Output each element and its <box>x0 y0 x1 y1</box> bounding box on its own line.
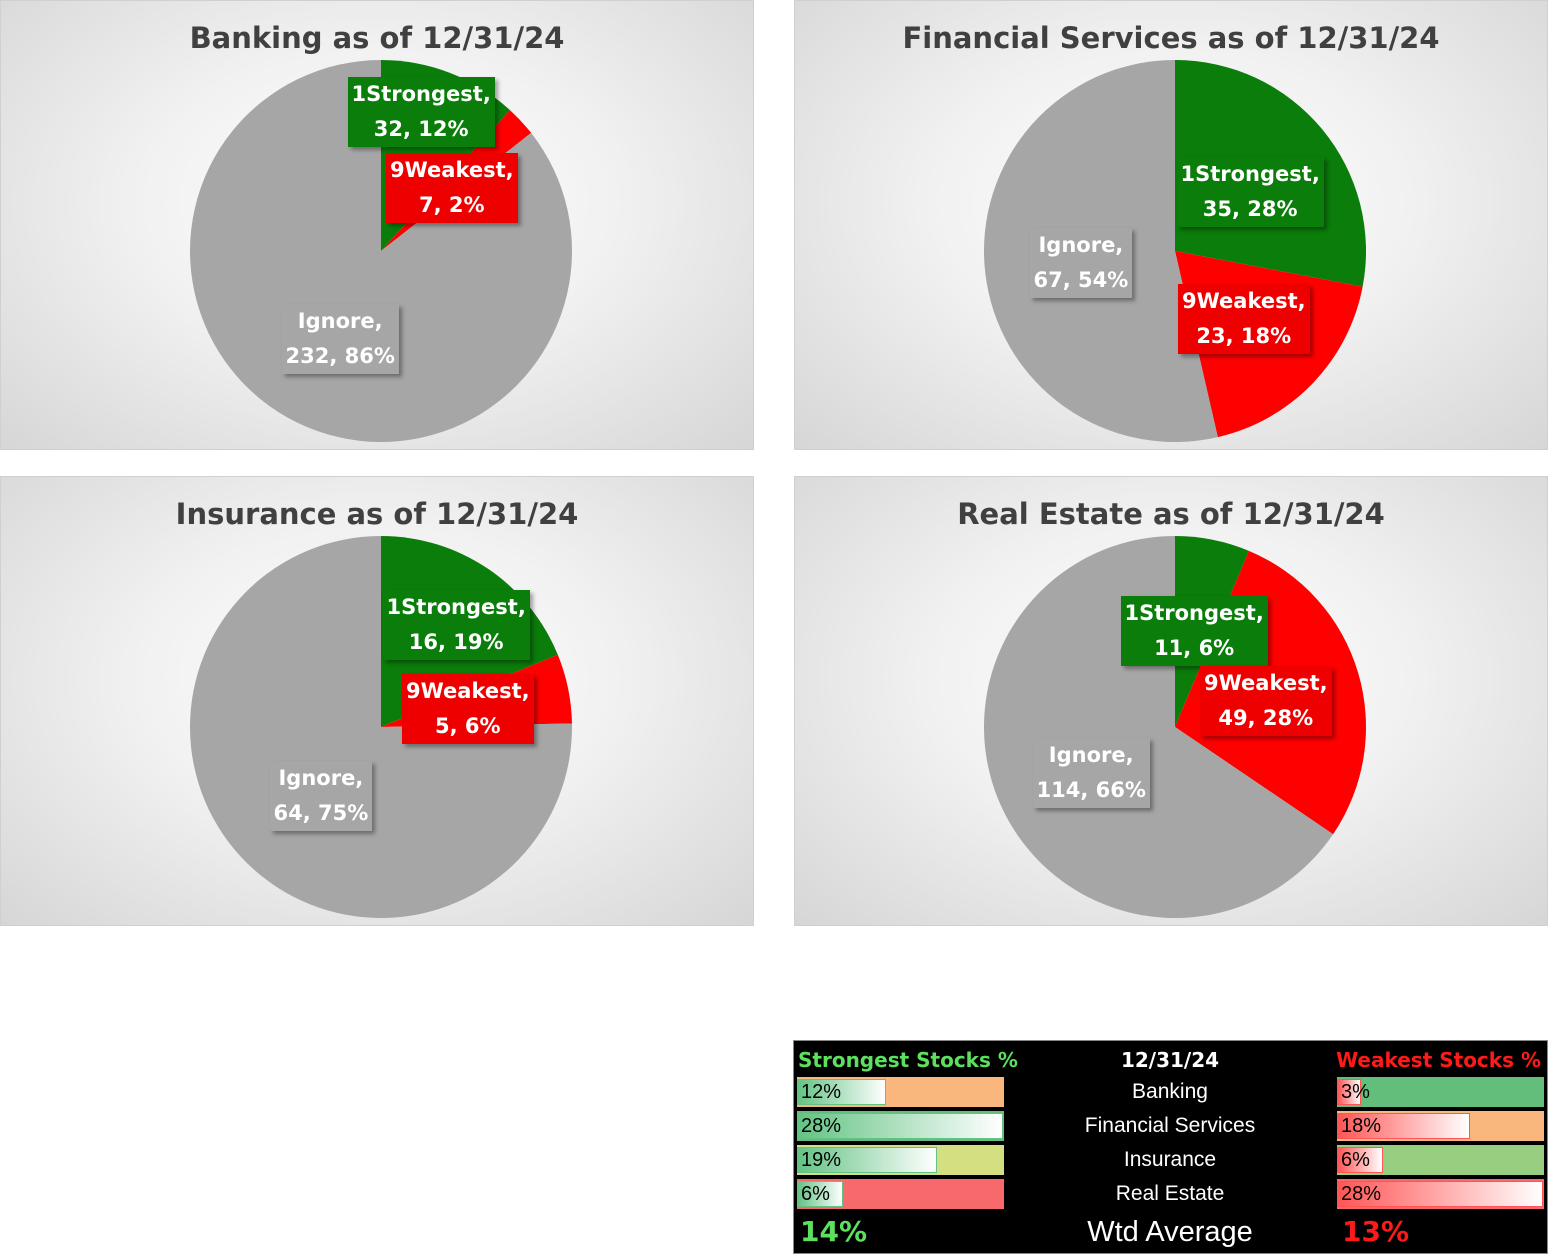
strongest-cell: 6% <box>797 1179 1004 1209</box>
data-label-value: 114, 66% <box>1036 778 1146 802</box>
data-label-ignore: Ignore, 64, 75% <box>269 761 373 831</box>
chart-title: Financial Services as of 12/31/24 <box>902 21 1440 55</box>
weakest-cell: 6% <box>1337 1145 1544 1175</box>
weakest-cell: 18% <box>1337 1111 1544 1141</box>
strongest-cell: 28% <box>797 1111 1004 1141</box>
strongest-percent: 28% <box>801 1115 842 1137</box>
data-label-ignore: Ignore, 232, 86% <box>281 304 399 374</box>
data-label-name: Ignore, <box>1038 233 1124 257</box>
data-label-1strongest: 1Strongest, 35, 28% <box>1176 157 1324 227</box>
weakest-databar <box>1337 1079 1361 1105</box>
avg-label: Wtd Average <box>1087 1216 1253 1248</box>
chart-panel-banking: Banking as of 12/31/24 1Strongest, 32, 12… <box>0 0 754 450</box>
pie-svg <box>984 536 1367 918</box>
strongest-cell: 19% <box>797 1145 1004 1175</box>
data-label-name: 9Weakest, <box>390 158 514 182</box>
strongest-percent: 19% <box>801 1149 842 1171</box>
data-label-value: 5, 6% <box>435 714 501 738</box>
strongest-databar <box>797 1113 1003 1139</box>
data-label-9weakest: 9Weakest, 49, 28% <box>1200 666 1332 736</box>
data-label-1strongest: 1Strongest, 32, 12% <box>347 77 495 147</box>
pie-svg <box>190 536 573 918</box>
strongest-databar <box>797 1147 938 1173</box>
chart-title: Insurance as of 12/31/24 <box>175 497 579 531</box>
weakest-percent: 28% <box>1341 1183 1382 1205</box>
chart-title: Banking as of 12/31/24 <box>189 21 565 55</box>
weakest-percent: 6% <box>1341 1149 1370 1171</box>
avg-weakest: 13% <box>1342 1215 1410 1248</box>
data-label-name: 9Weakest, <box>1204 671 1328 695</box>
chart-panel-insurance: Insurance as of 12/31/24 1Strongest, 16, … <box>0 476 754 926</box>
chart-title: Real Estate as of 12/31/24 <box>957 497 1385 531</box>
data-label-value: 64, 75% <box>273 801 369 825</box>
weakest-percent: 3% <box>1341 1081 1370 1103</box>
pie-slice-ignore <box>984 536 1334 918</box>
header-date: 12/31/24 <box>1120 1048 1220 1072</box>
data-label-value: 16, 19% <box>408 630 504 654</box>
sector-name: Insurance <box>1123 1148 1217 1171</box>
data-label-name: 1Strongest, <box>1124 601 1264 625</box>
strongest-cell: 12% <box>797 1077 1004 1107</box>
chart-panel-financial-services: Financial Services as of 12/31/24 1Stron… <box>794 0 1548 450</box>
chart-panel-real-estate: Real Estate as of 12/31/24 1Strongest, 11… <box>794 476 1548 926</box>
sector-name: Financial Services <box>1084 1114 1256 1137</box>
data-label-1strongest: 1Strongest, 16, 19% <box>382 590 530 660</box>
sector-name: Banking <box>1132 1080 1208 1103</box>
sector-name: Real Estate <box>1115 1182 1225 1205</box>
pie-svg <box>983 60 1367 442</box>
data-label-name: 9Weakest, <box>406 679 530 703</box>
header-weakest: Weakest Stocks % <box>1336 1048 1541 1072</box>
data-label-value: 49, 28% <box>1218 706 1314 730</box>
header-strongest: Strongest Stocks % <box>798 1048 1018 1072</box>
data-label-name: 1Strongest, <box>386 595 526 619</box>
data-label-value: 11, 6% <box>1154 636 1235 660</box>
weakest-databar <box>1337 1181 1543 1207</box>
data-label-value: 7, 2% <box>419 193 485 217</box>
avg-strongest: 14% <box>800 1215 868 1248</box>
data-label-ignore: Ignore, 67, 54% <box>1029 228 1133 298</box>
weakest-percent: 18% <box>1341 1115 1382 1137</box>
weakest-databar <box>1337 1113 1471 1139</box>
data-label-name: 9Weakest, <box>1182 289 1306 313</box>
strongest-percent: 6% <box>801 1183 830 1205</box>
weakest-cell: 28% <box>1337 1179 1544 1209</box>
strongest-databar <box>797 1079 887 1105</box>
data-label-name: 1Strongest, <box>351 82 491 106</box>
data-label-ignore: Ignore, 114, 66% <box>1032 738 1150 808</box>
weakest-databar <box>1337 1147 1383 1173</box>
data-label-name: 1Strongest, <box>1180 162 1320 186</box>
strongest-databar <box>797 1181 843 1207</box>
data-label-value: 32, 12% <box>373 117 469 141</box>
strongest-percent: 12% <box>801 1081 842 1103</box>
data-label-1strongest: 1Strongest, 11, 6% <box>1120 596 1268 666</box>
data-label-value: 67, 54% <box>1033 268 1129 292</box>
data-label-value: 232, 86% <box>285 344 395 368</box>
data-label-value: 35, 28% <box>1202 197 1298 221</box>
data-label-name: Ignore, <box>278 766 364 790</box>
weakest-cell: 3% <box>1337 1077 1544 1107</box>
data-label-name: Ignore, <box>1048 743 1134 767</box>
data-label-9weakest: 9Weakest, 7, 2% <box>386 153 518 223</box>
data-label-name: Ignore, <box>297 309 383 333</box>
summary-table: Strongest Stocks % 12/31/24 Weakest Stoc… <box>793 1040 1548 1254</box>
data-label-9weakest: 9Weakest, 5, 6% <box>402 674 534 744</box>
pie-svg <box>190 60 573 442</box>
data-label-9weakest: 9Weakest, 23, 18% <box>1178 284 1310 354</box>
data-label-value: 23, 18% <box>1196 324 1292 348</box>
